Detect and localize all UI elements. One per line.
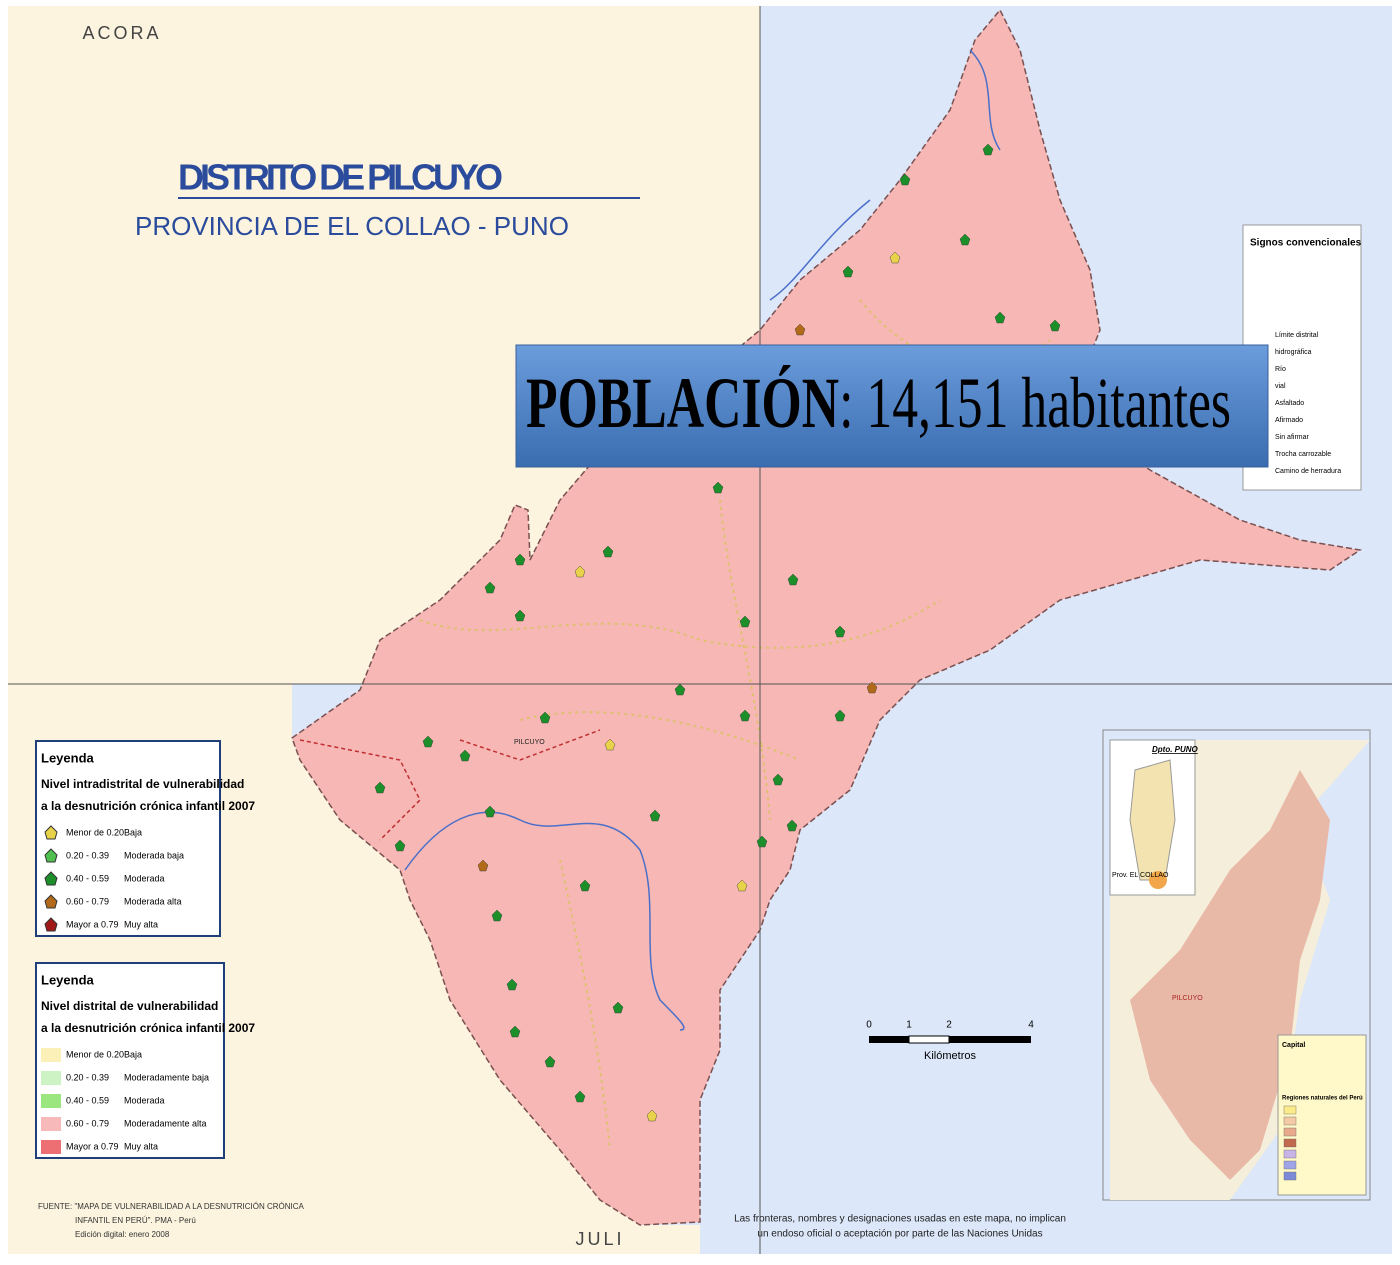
population-text: POBLACIÓN: 14,151 habitantes: [526, 363, 1231, 443]
legend-item: vial: [1275, 383, 1286, 390]
legend-box: [36, 741, 220, 936]
legend-heading: a la desnutrición crónica infantil 2007: [41, 1021, 255, 1035]
inset-title: Dpto. PUNO: [1152, 745, 1199, 754]
scale-segment: [869, 1036, 909, 1043]
scale-tick-label: 0: [866, 1020, 872, 1031]
page: PILCUYO ACORA JULI DISTRITO DE PILCUYO P…: [0, 0, 1400, 1265]
legend-swatch: [41, 1140, 61, 1154]
legend-range: 0.40 - 0.59: [66, 873, 109, 883]
legend-label: Moderada: [124, 873, 165, 883]
inset-province-label: Prov. EL COLLAO: [1112, 872, 1169, 879]
legend-range: Menor de 0.20: [66, 827, 124, 837]
inset-swatch: [1284, 1150, 1296, 1158]
scale-tick-label: 2: [946, 1020, 952, 1031]
legend-range: 0.20 - 0.39: [66, 850, 109, 860]
legend-range: 0.60 - 0.79: [66, 896, 109, 906]
legend-box: [36, 963, 224, 1158]
legend-swatch: [41, 1117, 61, 1131]
scale-tick-label: 4: [1028, 1020, 1034, 1031]
legend-swatch: [41, 1094, 61, 1108]
legend-label: Muy alta: [124, 1141, 158, 1151]
legend-label: Moderada: [124, 1095, 165, 1105]
inset-map: Dpto. PUNO Prov. EL COLLAO PILCUYO Capit…: [1103, 730, 1370, 1200]
map-title: DISTRITO DE PILCUYO: [178, 157, 503, 198]
scale-segment: [949, 1036, 1031, 1043]
inset-district-label: PILCUYO: [1172, 995, 1203, 1002]
inset-swatch: [1284, 1117, 1296, 1125]
source-line: FUENTE: "MAPA DE VULNERABILIDAD A LA DES…: [38, 1202, 305, 1211]
legend-label: Moderada alta: [124, 896, 182, 906]
map: PILCUYO ACORA JULI DISTRITO DE PILCUYO P…: [0, 0, 1400, 1260]
legend-range: Menor de 0.20: [66, 1049, 124, 1059]
legend-item: Trocha carrozable: [1275, 451, 1331, 458]
disclaimer-line: Las fronteras, nombres y designaciones u…: [734, 1214, 1066, 1225]
scale-tick-label: 1: [906, 1020, 912, 1031]
legend-label: Moderada baja: [124, 850, 184, 860]
legend-range: 0.40 - 0.59: [66, 1095, 109, 1105]
population-label: POBLACIÓN: [526, 363, 839, 443]
legend-label: Muy alta: [124, 919, 158, 929]
legend-heading: Nivel distrital de vulnerabilidad: [41, 999, 218, 1013]
scale-unit: Kilómetros: [924, 1050, 976, 1062]
legend-item: hidrográfica: [1275, 349, 1312, 356]
population-value: : 14,151 habitantes: [839, 363, 1231, 443]
place-label: PILCUYO: [514, 739, 545, 746]
legend-district: Leyenda Nivel distrital de vulnerabilidad…: [36, 963, 255, 1158]
inset-legend-title: Regiones naturales del Perú: [1282, 1096, 1363, 1102]
corner-label: JULI: [575, 1229, 624, 1249]
legend-range: Mayor a 0.79: [66, 919, 119, 929]
legend-heading: Nivel intradistrital de vulnerabilidad: [41, 777, 244, 791]
legend-title: Leyenda: [41, 972, 95, 987]
legend-item: Asfaltado: [1275, 400, 1304, 407]
legend-item: Sin afirmar: [1275, 434, 1310, 441]
disclaimer-line: un endoso oficial o aceptación por parte…: [757, 1229, 1042, 1240]
source-line: INFANTIL EN PERÚ". PMA - Perú: [75, 1216, 196, 1225]
legend-item: Río: [1275, 366, 1286, 373]
legend-title: Leyenda: [41, 750, 95, 765]
legend-range: 0.60 - 0.79: [66, 1118, 109, 1128]
legend-heading: a la desnutrición crónica infantil 2007: [41, 799, 255, 813]
source-line: Edición digital: enero 2008: [75, 1230, 170, 1239]
legend-label: Moderadamente baja: [124, 1072, 209, 1082]
legend-label: Moderadamente alta: [124, 1118, 207, 1128]
legend-swatch: [41, 1071, 61, 1085]
legend-item: Límite distrital: [1275, 332, 1319, 339]
corner-label: ACORA: [82, 23, 161, 43]
inset-region: [1130, 760, 1175, 880]
legend-label: Baja: [124, 1049, 142, 1059]
legend-item: Camino de herradura: [1275, 468, 1341, 475]
legend-range: 0.20 - 0.39: [66, 1072, 109, 1082]
map-subtitle: PROVINCIA DE EL COLLAO - PUNO: [135, 211, 569, 241]
inset-swatch: [1284, 1128, 1296, 1136]
legend-swatch: [41, 1048, 61, 1062]
inset-swatch: [1284, 1172, 1296, 1180]
inset-legend: [1278, 1035, 1366, 1195]
inset-swatch: [1284, 1139, 1296, 1147]
scale-segment: [909, 1036, 949, 1043]
legend-range: Mayor a 0.79: [66, 1141, 119, 1151]
inset-legend-title: Capital: [1282, 1042, 1305, 1049]
legend-item: Afirmado: [1275, 417, 1303, 424]
legend-label: Baja: [124, 827, 142, 837]
inset-swatch: [1284, 1106, 1296, 1114]
legend-title: Signos convencionales: [1250, 238, 1362, 249]
inset-swatch: [1284, 1161, 1296, 1169]
